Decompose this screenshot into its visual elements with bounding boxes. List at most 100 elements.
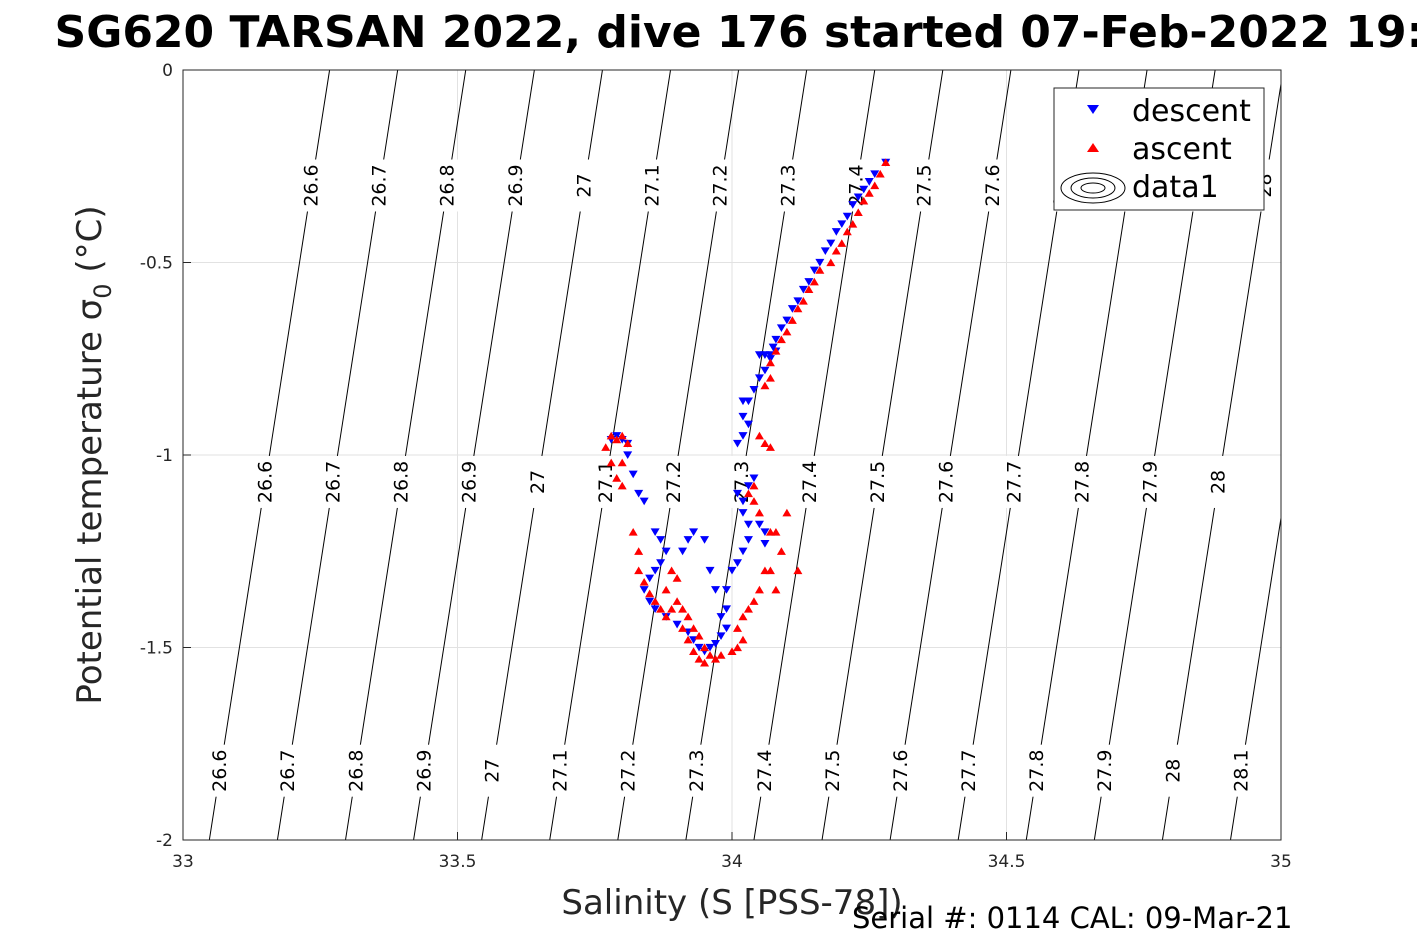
ascent-point: [617, 431, 627, 440]
x-axis-label: Salinity (S [PSS-78]): [561, 883, 902, 923]
y-axis-label-subscript: 0: [89, 283, 117, 298]
ascent-point: [623, 439, 633, 448]
ascent-point: [842, 227, 852, 236]
descent-point: [639, 497, 649, 506]
ascent-point: [798, 296, 808, 305]
ascent-point: [749, 597, 759, 605]
contour-label: 27.2: [618, 750, 640, 792]
descent-point: [694, 643, 704, 652]
descent-point: [672, 620, 682, 629]
descent-point: [754, 374, 764, 383]
contour-label-bg: [617, 744, 640, 797]
ascent-point: [859, 196, 869, 205]
descent-point: [776, 324, 786, 332]
y-tick-label: -1.5: [140, 639, 173, 659]
descent-point: [711, 586, 721, 594]
x-tick-label: 34: [721, 852, 743, 872]
contour-label-bg: [458, 455, 481, 508]
descent-point: [820, 247, 830, 255]
descent-point: [700, 536, 710, 544]
descent-point: [738, 509, 748, 517]
descent-point: [782, 316, 792, 325]
contour-label: 26.9: [459, 461, 481, 503]
contour-label: 27.1: [550, 750, 572, 792]
y-tick-label: 0: [162, 61, 173, 81]
contour-label-bg: [573, 159, 596, 212]
ascent-point: [771, 347, 781, 355]
ascent-point: [804, 285, 814, 294]
ascent-point: [793, 304, 803, 313]
ascent-point: [864, 189, 874, 197]
y-axis-label-unit: (°C): [70, 205, 110, 283]
x-tick-label: 35: [1270, 852, 1292, 872]
contour-label-bg: [1026, 744, 1049, 797]
descent-point: [771, 335, 781, 344]
ascent-point: [848, 219, 858, 228]
contour-label-bg: [981, 159, 1004, 212]
contour-label: 26.8: [437, 164, 459, 206]
ascent-point: [881, 158, 891, 166]
ascent-point: [650, 597, 660, 605]
descent-point: [842, 212, 852, 221]
legend-data1-label: data1: [1132, 170, 1219, 205]
contour-label: 27.4: [754, 750, 776, 792]
contour-label: 26.9: [413, 750, 435, 792]
descent-point: [732, 559, 742, 567]
ascent-point: [678, 624, 688, 632]
contour-label: 27.5: [822, 750, 844, 792]
contour-label-bg: [505, 159, 528, 212]
ascent-point: [782, 508, 792, 517]
legend-ascent-label: ascent: [1132, 132, 1232, 167]
descent-point: [749, 385, 759, 394]
contour-label: 27.1: [641, 164, 663, 206]
contour-label: 28: [1208, 470, 1230, 494]
contour-label: 26.7: [322, 461, 344, 503]
contour-label-bg: [1071, 455, 1094, 508]
contour-label: 27.9: [1140, 461, 1162, 503]
ascent-point: [875, 169, 885, 178]
ascent-point: [694, 655, 704, 663]
contour-label-bg: [913, 159, 936, 212]
contour-label-bg: [845, 159, 868, 212]
descent-point: [705, 566, 715, 575]
ascent-point: [634, 547, 644, 555]
descent-point: [826, 239, 836, 248]
ascent-point: [612, 435, 622, 444]
descent-point: [727, 566, 737, 575]
descent-point: [793, 297, 803, 306]
ascent-point: [754, 431, 764, 440]
descent-point: [738, 412, 748, 421]
ascent-point: [617, 481, 627, 490]
descent-point: [738, 432, 748, 440]
ascent-point: [815, 266, 825, 274]
ascent-point: [837, 239, 847, 247]
ascent-point: [765, 443, 775, 451]
descent-point: [634, 489, 644, 498]
ascent-point: [606, 431, 616, 440]
contour-label-bg: [709, 159, 732, 212]
contour-label-bg: [1003, 455, 1026, 508]
descent-point: [749, 474, 759, 483]
descent-point: [716, 613, 726, 621]
contour-label: 27: [527, 470, 549, 494]
contour-label: 26.6: [301, 164, 323, 206]
descent-point: [804, 278, 814, 286]
ascent-point: [826, 258, 836, 267]
contour-label: 27.5: [914, 164, 936, 206]
ascent-point: [689, 647, 699, 655]
ascent-point: [667, 566, 677, 575]
descent-point: [859, 185, 869, 194]
y-tick-label: -1: [156, 446, 173, 466]
ascent-point: [732, 643, 742, 652]
contour-label: 27.7: [958, 750, 980, 792]
descent-point: [870, 170, 880, 178]
descent-point: [787, 305, 797, 313]
descent-point: [722, 586, 732, 594]
ascent-point: [678, 604, 688, 613]
contour-label-bg: [526, 455, 549, 508]
x-tick-label: 33.5: [439, 852, 477, 872]
ascent-point: [606, 458, 616, 467]
ascent-point: [656, 604, 666, 613]
y-axis-label: Potential temperature σ0 (°C): [70, 205, 117, 704]
